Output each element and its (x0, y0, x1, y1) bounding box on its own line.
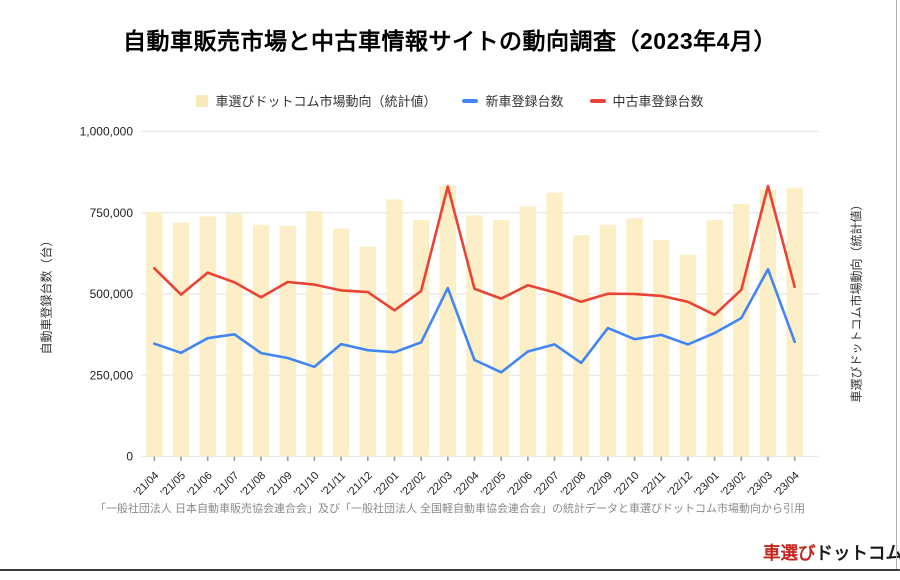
bar (466, 215, 483, 457)
bar (679, 254, 697, 457)
bar (573, 235, 590, 457)
x-tick-marks (153, 456, 796, 461)
bar (146, 211, 163, 457)
x-tick-label: '23/01 (692, 470, 721, 499)
x-tick-label: '22/05 (479, 470, 508, 499)
bar (599, 224, 617, 457)
x-tick-label: '21/10 (292, 470, 321, 499)
x-tick-label: '22/12 (666, 470, 695, 499)
y-tick-label: 1,000,000 (80, 125, 134, 139)
x-tick-label: '22/06 (506, 470, 535, 499)
blue-line-swatch-icon (462, 98, 479, 103)
bar (332, 228, 350, 457)
legend-label: 新車登録台数 (485, 94, 564, 109)
x-tick-label: '22/02 (399, 470, 428, 499)
bar (306, 211, 323, 457)
bar (359, 246, 376, 457)
y-tick-label: 750,000 (90, 206, 134, 220)
bar (279, 225, 296, 457)
window-bottom-border (0, 569, 900, 571)
x-tick-label: '22/03 (425, 470, 454, 499)
source-footnote: 「一般社団法人 日本自動車販売協会連合会」及び「一般社団法人 全国軽自動車協会連… (94, 503, 806, 515)
bar (172, 222, 190, 457)
x-tick-label: '22/07 (532, 470, 561, 499)
x-tick-label: '22/10 (612, 470, 641, 499)
legend-label: 中古車登録台数 (612, 94, 704, 109)
x-tick-label: '22/01 (372, 470, 401, 499)
x-tick-label: '21/05 (159, 470, 188, 499)
x-tick-label: '22/09 (586, 470, 615, 499)
x-tick-label: '23/04 (772, 470, 801, 499)
x-tick-label: '21/06 (185, 470, 214, 499)
bar (653, 240, 670, 457)
bar (519, 206, 537, 457)
bar (252, 224, 270, 457)
bar (706, 219, 723, 457)
window-right-border (896, 0, 897, 570)
logo-black-text: ドットコム (815, 543, 900, 563)
y-tick-label: 500,000 (90, 287, 134, 301)
x-tick-label: '21/08 (239, 470, 268, 499)
used-car-line (153, 184, 797, 317)
red-line-swatch-icon (589, 98, 606, 103)
logo-red-text: 車選び (763, 543, 816, 563)
x-tick-label: '21/09 (265, 470, 294, 499)
x-tick-label: '22/08 (559, 470, 588, 499)
y-tick-label: 0 (126, 450, 133, 464)
bar (759, 189, 777, 457)
y-axis-labels: 0 250,000 500,000 750,000 1,000,000 (80, 125, 134, 464)
x-tick-label: '22/04 (452, 470, 481, 499)
bar (733, 203, 750, 457)
bar (412, 219, 430, 457)
y-tick-label: 250,000 (90, 368, 134, 382)
x-axis-labels: '21/04'21/05'21/06'21/07'21/08'21/09'21/… (132, 470, 802, 499)
new-car-line (153, 267, 797, 374)
x-tick-label: '23/02 (719, 470, 748, 499)
x-tick-label: '22/11 (640, 470, 669, 499)
x-tick-label: '21/12 (345, 470, 374, 499)
legend-item-market-trend: 車選びドットコム市場動向（統計値） (196, 91, 436, 110)
bars-series (146, 185, 803, 457)
legend-item-new-car: 新車登録台数 (462, 91, 564, 110)
page-title: 自動車販売市場と中古車情報サイトの動向調査（2023年4月） (123, 28, 777, 54)
bar (439, 185, 457, 457)
x-tick-label: '21/07 (212, 470, 241, 499)
bar (546, 192, 563, 457)
chart-legend: 車選びドットコム市場動向（統計値） 新車登録台数 中古車登録台数 (0, 91, 900, 110)
x-tick-label: '23/03 (746, 470, 775, 499)
bar (386, 199, 403, 457)
bar (626, 218, 643, 457)
bar (786, 187, 803, 457)
legend-item-used-car: 中古車登録台数 (589, 91, 704, 110)
bar-swatch-icon (196, 94, 209, 107)
x-tick-label: '21/04 (132, 470, 161, 499)
legend-label: 車選びドットコム市場動向（統計値） (215, 94, 437, 109)
bar (492, 219, 510, 457)
x-tick-label: '21/11 (319, 470, 348, 499)
kurumaerabi-logo: 車選びドットコム (763, 540, 900, 565)
